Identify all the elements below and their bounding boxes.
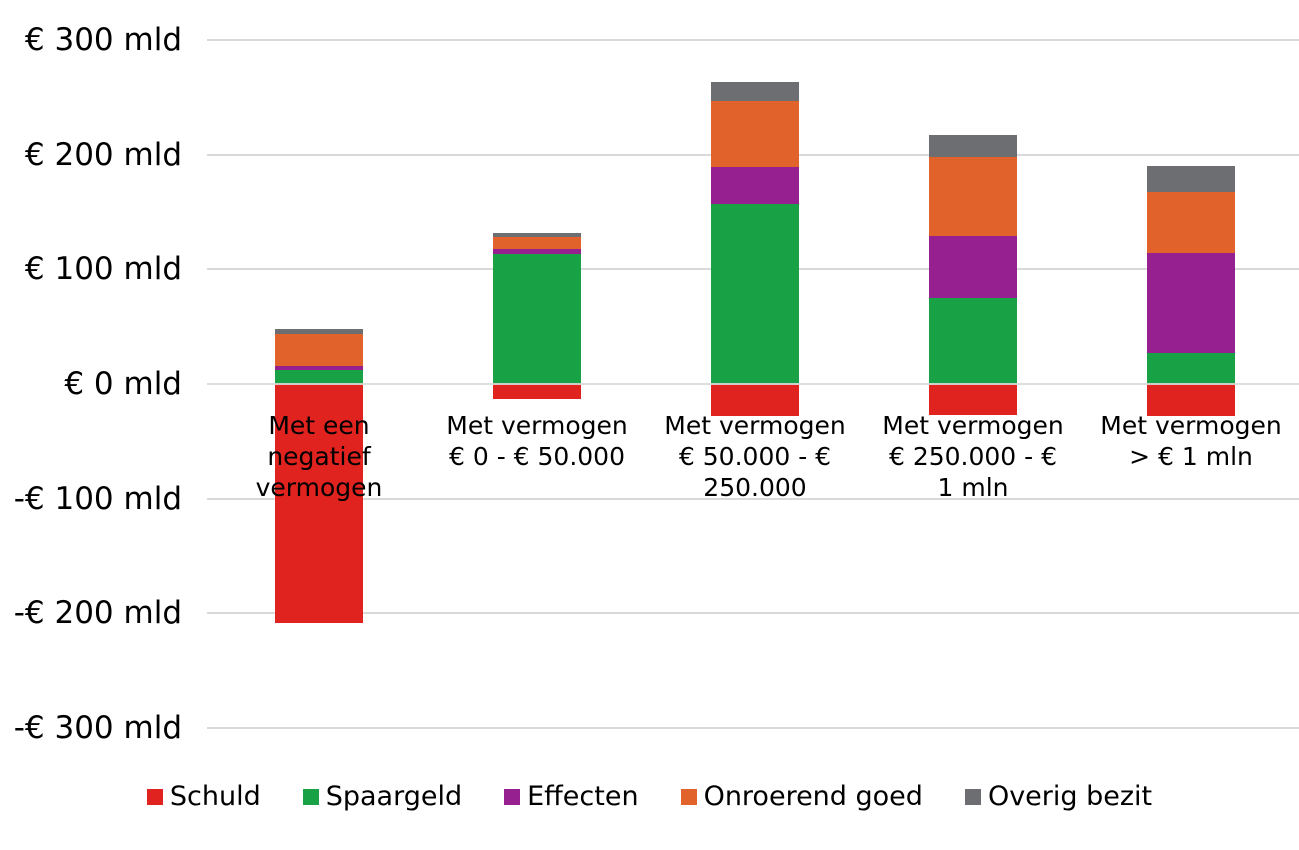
- bar-segment-effecten: [275, 365, 363, 371]
- legend-item-overig-bezit: Overig bezit: [964, 781, 1153, 812]
- y-tick-label: € 200 mld: [24, 136, 182, 173]
- bar-segment-effecten: [1147, 253, 1235, 354]
- legend: Schuld Spaargeld Effecten Onroerend goed Ove…: [0, 781, 1299, 812]
- bar-segment-onroerend-goed: [1147, 192, 1235, 254]
- legend-label-onroerend-goed: Onroerend goed: [703, 781, 923, 812]
- y-tick-label: € 0 mld: [64, 366, 182, 402]
- bar-segment-schuld: [929, 384, 1017, 415]
- bar-segment-overig-bezit: [1147, 166, 1235, 193]
- category-label: Met vermogen € 250.000 - € 1 mln: [882, 411, 1064, 502]
- legend-item-spaargeld: Spaargeld: [302, 781, 463, 812]
- y-tick-label: -€ 300 mld: [13, 710, 182, 747]
- legend-item-effecten: Effecten: [504, 781, 639, 812]
- gridline-300: [207, 38, 1299, 41]
- plot-area: € 300 mld € 200 mld € 100 mld € 0 mld -€ 100…: [13, 21, 1299, 747]
- legend-swatch-spaargeld: [302, 788, 319, 805]
- y-tick-label: -€ 200 mld: [13, 595, 182, 632]
- legend-swatch-schuld: [146, 788, 163, 805]
- bar-segment-overig-bezit: [711, 82, 799, 101]
- y-tick-label: -€ 100 mld: [13, 480, 182, 517]
- bar-segment-effecten: [711, 167, 799, 204]
- bar-segment-overig-bezit: [929, 135, 1017, 157]
- bar-segment-spaargeld: [493, 254, 581, 384]
- legend-swatch-onroerend-goed: [680, 788, 697, 805]
- bar-segment-effecten: [929, 236, 1017, 298]
- gridline--100: [207, 497, 1299, 500]
- bar-segment-schuld: [1147, 384, 1235, 417]
- gridline--300: [207, 727, 1299, 730]
- category-label: Met een negatief vermogen: [255, 411, 383, 502]
- y-tick-label: € 100 mld: [24, 251, 182, 288]
- bar-segment-overig-bezit: [493, 232, 581, 238]
- legend-label-spaargeld: Spaargeld: [325, 781, 463, 812]
- gridline--200: [207, 612, 1299, 615]
- bar-segment-spaargeld: [1147, 353, 1235, 384]
- bar-segment-effecten: [493, 248, 581, 255]
- category-label: Met vermogen € 0 - € 50.000: [446, 411, 628, 471]
- category-label: Met vermogen € 50.000 - € 250.000: [664, 411, 846, 502]
- legend-label-schuld: Schuld: [169, 781, 261, 812]
- legend-item-schuld: Schuld: [146, 781, 261, 812]
- bar-segment-schuld: [493, 384, 581, 399]
- bar-segment-onroerend-goed: [711, 100, 799, 168]
- legend-label-effecten: Effecten: [527, 781, 639, 812]
- bar-segment-schuld: [275, 384, 363, 623]
- bar-segment-spaargeld: [275, 370, 363, 384]
- legend-item-onroerend-goed: Onroerend goed: [680, 781, 923, 812]
- bar-segment-overig-bezit: [275, 328, 363, 334]
- legend-label-overig-bezit: Overig bezit: [987, 781, 1153, 812]
- category-label: Met vermogen > € 1 mln: [1100, 411, 1282, 471]
- y-tick-label: € 300 mld: [24, 21, 182, 58]
- bar-segment-onroerend-goed: [275, 333, 363, 366]
- legend-swatch-overig-bezit: [964, 788, 981, 805]
- bar-segment-spaargeld: [711, 203, 799, 384]
- legend-swatch-effecten: [504, 788, 521, 805]
- gridline-0: [207, 383, 1299, 385]
- bar-segment-onroerend-goed: [493, 237, 581, 249]
- bar-segment-onroerend-goed: [929, 156, 1017, 237]
- bar-segment-schuld: [711, 384, 799, 417]
- bar-segment-spaargeld: [929, 297, 1017, 384]
